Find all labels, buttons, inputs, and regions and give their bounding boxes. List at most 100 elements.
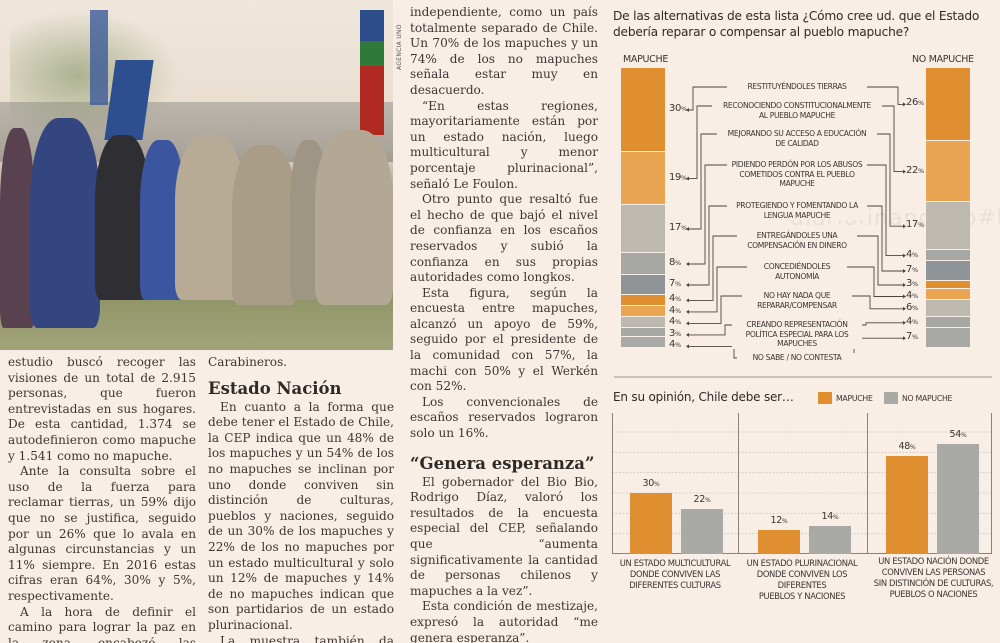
category-label-0: UN ESTADO MULTICULTURAL DONDE CONVIVEN LA… [612,558,738,591]
connector-left-7 [688,295,742,324]
connector-right-5 [857,235,904,286]
stack-segment-mapuche-9 [621,336,665,348]
bar-value-label: 30% [642,478,660,489]
legend-swatch-mapuche [818,392,832,404]
percent-label-no-mapuche-4: 7% [906,264,918,275]
category-label-line: PUEBLOS O NACIONES [889,589,978,599]
category-label-line: DONDE CONVIVEN LAS [629,569,721,579]
chart1-left-label: MAPUCHE [623,54,669,65]
category-label-line: SIN DISTINCIÓN DE CULTURAS, [873,578,994,588]
stack-segment-mapuche-7 [621,317,665,329]
connector-right-4 [867,205,904,272]
connector-left-6 [688,266,747,313]
option-label-line: PIDIENDO PERDÓN POR LOS ABUSOS [731,160,863,169]
option-label-line: LENGUA MAPUCHE [763,210,831,220]
legend-label-no-mapuche: NO MAPUCHE [902,393,953,403]
connector-right-0 [867,86,904,105]
article-paragraph: Esta figura, según la encuesta entre map… [410,285,598,394]
category-label-line: CONVIVEN LAS PERSONAS [881,567,986,577]
arrow-right-icon [903,169,906,174]
stack-segment-mapuche-3 [621,252,665,276]
article-paragraph: Otro punto que resaltó fue el hecho de q… [410,192,598,285]
connector-left-9 [688,345,737,359]
percent-label-no-mapuche-0: 26% [906,97,924,109]
arrow-left-icon [686,332,689,337]
news-photo [0,0,393,350]
option-label-5: ENTREGÁNDOLES UNA COMPENSACIÓN EN DINERO [737,231,857,250]
connector-right-2 [877,133,904,227]
stack-segment-no-mapuche-2 [926,202,970,250]
bar-value-label: 12% [770,514,788,526]
option-label-1: RECONOCIENDO CONSTITUCIONALMENTE AL PUEBL… [712,101,882,120]
category-label-line: UN ESTADO MULTICULTURAL [619,558,731,568]
category-label-line: UN ESTADO NACIÓN DONDE [878,556,989,566]
option-label-line: NO HAY NADA QUE [763,291,831,300]
option-label-0: RESTITUYÉNDOLES TIERRAS [727,82,867,92]
connector-right-7 [852,295,904,310]
option-label-9: NO SABE / NO CONTESTA [737,353,857,363]
bar-mapuche-0 [630,493,672,554]
photo-person [0,128,35,328]
category-label-line: DIFERENTES CULTURAS [629,580,721,590]
stack-segment-mapuche-6 [621,306,665,318]
percent-label-mapuche-0: 30% [669,103,687,114]
article-paragraph: La muestra también da cuenta de un recha… [220,633,394,643]
article-paragraph: Esta condición de mestizaje, expresó la … [410,599,598,643]
stack-segment-no-mapuche-1 [926,140,970,203]
bar-no-mapuche-1 [809,525,851,554]
option-label-line: MEJORANDO SU ACCESO A EDUCACIÓN [727,129,867,138]
bar-mapuche-2 [886,456,928,554]
option-label-line: MAPUCHE [779,179,815,188]
stack-segment-no-mapuche-9 [926,328,970,348]
option-label-3: PIDIENDO PERDÓN POR LOS ABUSOS COMETIDOS … [727,160,867,189]
chart1-title: De las alternativas de esta lista ¿Cómo … [613,9,980,39]
photo-flag-mapuche [360,10,384,135]
option-label-line: AUTONOMÍA [775,271,819,281]
arrow-right-icon [903,306,906,311]
category-label-line: PUEBLOS Y NACIONES [758,591,846,601]
option-label-8: CREANDO REPRESENTACIÓN POLÍTICA ESPECIAL … [732,320,862,349]
percent-label-mapuche-8: 3% [669,327,681,339]
stack-segment-mapuche-4 [621,275,665,295]
connector-left-1 [688,105,712,180]
arrow-left-icon [686,309,689,314]
option-label-line: ENTREGÁNDOLES UNA [756,231,838,240]
photo-flag-blue [90,10,108,105]
photo-person [30,118,100,328]
arrow-left-icon [686,298,689,303]
percent-label-mapuche-4: 7% [669,278,681,289]
option-label-7: NO HAY NADA QUE REPARAR/COMPENSAR [742,291,852,310]
arrow-right-icon [903,269,906,273]
option-label-line: RESTITUYÉNDOLES TIERRAS [747,82,847,91]
option-label-line: AL PUEBLO MAPUCHE [758,110,836,120]
article-paragraph: A la hora de definir el camino para logr… [8,604,196,643]
percent-label-mapuche-7: 4% [669,316,681,328]
bar-value-label: 48% [898,441,916,453]
option-label-line: RECONOCIENDO CONSTITUCIONALMENTE [722,101,872,110]
article-paragraph: “En estas regiones, mayoritariamente est… [410,98,598,191]
percent-label-no-mapuche-6: 4% [906,289,918,301]
chart1-stack-no-mapuche [926,68,970,348]
bar-mapuche-1 [758,529,800,554]
percent-label-mapuche-5: 4% [669,293,681,305]
legend-swatch-no-mapuche [884,392,898,404]
section-divider [614,376,992,378]
chart2-title: En su opinión, Chile debe ser… [613,390,794,404]
stack-segment-no-mapuche-0 [926,68,970,141]
category-label-line: DONDE CONVIVEN LOS [756,569,848,579]
connector-left-8 [688,324,732,336]
percent-label-no-mapuche-7: 6% [906,301,918,313]
category-label-2: UN ESTADO NACIÓN DONDE CONVIVEN LAS PERSO… [867,556,1000,600]
article-paragraph: Los convencionales de escaños reservados… [410,394,598,441]
stack-segment-mapuche-8 [621,328,665,337]
arrow-left-icon [686,344,689,349]
article-paragraph: En cuanto a la forma que debe tener el E… [208,399,394,632]
connector-left-2 [688,133,717,230]
option-label-line: POLÍTICA ESPECIAL PARA LOS [745,329,849,339]
option-label-line: CONCEDIÉNDOLES [763,262,831,271]
arrow-right-icon [903,224,906,229]
bar-no-mapuche-2 [937,444,979,554]
percent-label-no-mapuche-2: 17% [906,219,924,231]
stack-segment-no-mapuche-6 [926,289,970,301]
section-heading-genera-esperanza: “Genera esperanza” [410,453,595,473]
